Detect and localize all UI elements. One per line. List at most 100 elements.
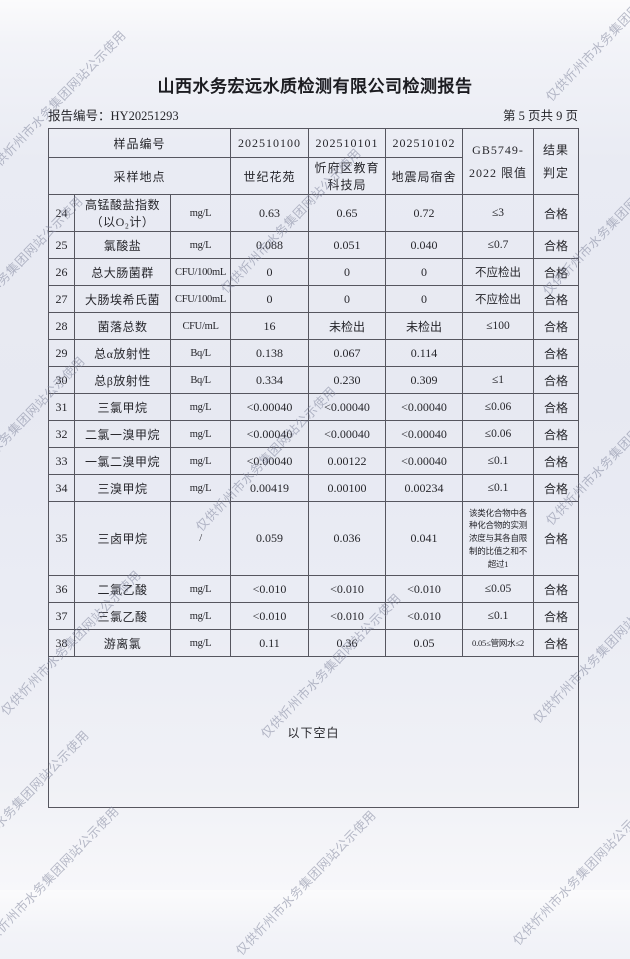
sample2-value: 0 bbox=[308, 285, 387, 313]
unit: mg/L bbox=[169, 447, 232, 475]
sample2-value: 0.65 bbox=[308, 194, 387, 232]
result: 合格 bbox=[533, 312, 580, 340]
limit-value: ≤0.06 bbox=[462, 393, 535, 421]
sample2-value: 0.067 bbox=[308, 339, 387, 367]
table-row: 36 二氯乙酸 mg/L <0.010 <0.010 <0.010 ≤0.05 … bbox=[48, 575, 580, 603]
report-number: 报告编号：HY20251293 bbox=[48, 105, 179, 124]
parameter-name: 二氯乙酸 bbox=[74, 575, 171, 603]
watermark-text: 仅供忻州市水务集团网站公示使用 bbox=[233, 808, 379, 959]
unit: CFU/100mL bbox=[169, 285, 232, 313]
table-row: 25 氯酸盐 mg/L 0.088 0.051 0.040 ≤0.7 合格 bbox=[48, 231, 580, 259]
parameter-name: 一氯二溴甲烷 bbox=[74, 447, 171, 475]
sample3-value: 0.00234 bbox=[385, 474, 464, 502]
result: 合格 bbox=[533, 629, 580, 657]
result: 合格 bbox=[533, 474, 580, 502]
limit-value: 不应检出 bbox=[462, 285, 535, 313]
sample2-value: 未检出 bbox=[308, 312, 387, 340]
table-row: 26 总大肠菌群 CFU/100mL 0 0 0 不应检出 合格 bbox=[48, 258, 580, 286]
result-header-line1: 结果 bbox=[543, 142, 570, 157]
sample2-value: 0.230 bbox=[308, 366, 387, 394]
parameter-name: 大肠埃希氏菌 bbox=[74, 285, 171, 313]
sample1-value: 0.11 bbox=[230, 629, 310, 657]
unit: mg/L bbox=[169, 474, 232, 502]
sample3-value: 0.041 bbox=[385, 501, 464, 576]
limit-value bbox=[462, 339, 535, 367]
limit-value: ≤0.1 bbox=[462, 447, 535, 475]
parameter-name: 二氯一溴甲烷 bbox=[74, 420, 171, 448]
unit: mg/L bbox=[169, 420, 232, 448]
sample3-value: 未检出 bbox=[385, 312, 464, 340]
limit-header-line1: GB5749- bbox=[472, 142, 524, 157]
limit-value: ≤0.1 bbox=[462, 474, 535, 502]
location-3: 地震局宿舍 bbox=[385, 157, 464, 195]
sample-id-2: 202510101 bbox=[308, 128, 387, 158]
sample1-value: <0.00040 bbox=[230, 420, 310, 448]
row-number: 37 bbox=[48, 602, 75, 630]
table-header: 样品编号 202510100 202510101 202510102 GB574… bbox=[47, 128, 580, 195]
table-row: 29 总α放射性 Bq/L 0.138 0.067 0.114 合格 bbox=[48, 339, 580, 367]
sample1-value: 0 bbox=[230, 285, 310, 313]
sample3-value: <0.00040 bbox=[385, 420, 464, 448]
table-row: 33 一氯二溴甲烷 mg/L <0.00040 0.00122 <0.00040… bbox=[48, 447, 580, 475]
sample1-value: <0.010 bbox=[230, 602, 310, 630]
sample2-value: 0.036 bbox=[308, 501, 387, 576]
result-column-header: 结果 判定 bbox=[533, 128, 580, 195]
result: 合格 bbox=[533, 231, 580, 259]
sample3-value: 0.040 bbox=[385, 231, 464, 259]
watermark-text: 仅供忻州市水务集团网站公示使用 bbox=[0, 804, 122, 955]
blank-note: 以下空白 bbox=[47, 656, 580, 808]
result: 合格 bbox=[533, 602, 580, 630]
sample-id-label: 样品编号 bbox=[47, 128, 232, 158]
limit-value: ≤0.7 bbox=[462, 231, 535, 259]
row-number: 34 bbox=[48, 474, 75, 502]
result: 合格 bbox=[533, 575, 580, 603]
result: 合格 bbox=[533, 393, 580, 421]
table-row: 27 大肠埃希氏菌 CFU/100mL 0 0 0 不应检出 合格 bbox=[48, 285, 580, 313]
result: 合格 bbox=[533, 285, 580, 313]
sample3-value: <0.00040 bbox=[385, 447, 464, 475]
row-number: 32 bbox=[48, 420, 75, 448]
sample1-value: <0.00040 bbox=[230, 393, 310, 421]
unit: mg/L bbox=[169, 602, 232, 630]
sample3-value: <0.010 bbox=[385, 575, 464, 603]
row-number: 31 bbox=[48, 393, 75, 421]
sample2-value: 0 bbox=[308, 258, 387, 286]
sample3-value: 0 bbox=[385, 285, 464, 313]
sample1-value: 0.00419 bbox=[230, 474, 310, 502]
sample2-value: <0.010 bbox=[308, 602, 387, 630]
result-header-line2: 判定 bbox=[543, 165, 570, 180]
sample3-value: 0 bbox=[385, 258, 464, 286]
unit: Bq/L bbox=[169, 339, 232, 367]
sample1-value: 0.138 bbox=[230, 339, 310, 367]
parameter-name: 三氯甲烷 bbox=[74, 393, 171, 421]
limit-value: 0.05≤管网水≤2 bbox=[462, 629, 535, 657]
parameter-name: 菌落总数 bbox=[74, 312, 171, 340]
table-row: 30 总β放射性 Bq/L 0.334 0.230 0.309 ≤1 合格 bbox=[48, 366, 580, 394]
sample1-value: 0.63 bbox=[230, 194, 310, 232]
table-row: 28 菌落总数 CFU/mL 16 未检出 未检出 ≤100 合格 bbox=[48, 312, 580, 340]
parameter-name: 三氯乙酸 bbox=[74, 602, 171, 630]
table-row: 37 三氯乙酸 mg/L <0.010 <0.010 <0.010 ≤0.1 合… bbox=[48, 602, 580, 630]
page-indicator: 第 5 页共 9 页 bbox=[502, 109, 578, 123]
row-number: 29 bbox=[48, 339, 75, 367]
table-row: 38 游离氯 mg/L 0.11 0.36 0.05 0.05≤管网水≤2 合格 bbox=[48, 629, 580, 657]
row-number: 30 bbox=[48, 366, 75, 394]
limit-value: ≤0.1 bbox=[462, 602, 535, 630]
sample3-value: <0.010 bbox=[385, 602, 464, 630]
location-2: 忻府区教育科技局 bbox=[308, 157, 387, 195]
report-number-value: HY20251293 bbox=[110, 109, 179, 123]
table-row: 24 高锰酸盐指数（以O₂计） mg/L 0.63 0.65 0.72 ≤3 合… bbox=[48, 194, 580, 232]
parameter-name: 三卤甲烷 bbox=[74, 501, 171, 576]
result: 合格 bbox=[533, 194, 580, 232]
parameter-name: 氯酸盐 bbox=[74, 231, 171, 259]
limit-value: 该类化合物中各种化合物的实测浓度与其各自限制的比值之和不超过1 bbox=[462, 501, 535, 576]
row-number: 26 bbox=[48, 258, 75, 286]
result: 合格 bbox=[533, 258, 580, 286]
sample-id-3: 202510102 bbox=[385, 128, 464, 158]
unit: CFU/mL bbox=[169, 312, 232, 340]
unit: / bbox=[169, 501, 232, 576]
sample2-value: 0.00122 bbox=[308, 447, 387, 475]
parameter-name: 总α放射性 bbox=[74, 339, 171, 367]
blank-row: 以下空白 bbox=[47, 656, 580, 808]
